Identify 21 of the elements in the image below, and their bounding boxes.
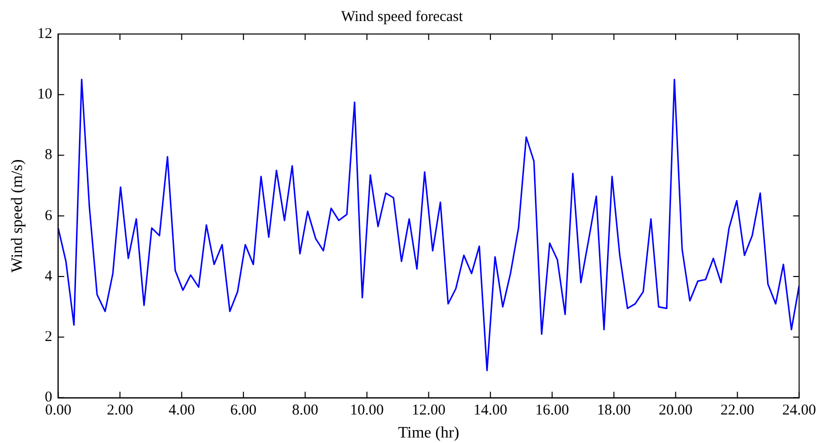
y-tick-label: 12 <box>37 26 52 42</box>
x-tick-label: 20.00 <box>658 402 693 419</box>
y-tick-label: 2 <box>44 329 52 346</box>
x-tick-label: 22.00 <box>720 402 754 419</box>
x-tick-label: 8.00 <box>292 402 318 419</box>
chart-title: Wind speed forecast <box>341 8 464 25</box>
x-tick-label: 16.00 <box>535 402 570 419</box>
x-tick-label: 6.00 <box>230 402 257 419</box>
y-tick-label: 8 <box>44 147 52 164</box>
y-tick-label: 6 <box>44 208 53 224</box>
x-tick-label: 14.00 <box>474 402 508 419</box>
y-tick-label: 4 <box>44 268 53 284</box>
x-tick-label: 2.00 <box>106 402 134 419</box>
x-tick-label: 12.00 <box>412 402 446 419</box>
y-axis-title: Wind speed (m/s) <box>8 159 26 272</box>
x-axis-title: Time (hr) <box>398 424 460 442</box>
x-tick-label: 10.00 <box>350 402 384 419</box>
x-tick-label: 24.00 <box>782 402 816 419</box>
x-tick-label: 4.00 <box>168 402 195 419</box>
y-tick-label: 10 <box>37 86 52 103</box>
x-tick-label: 18.00 <box>597 402 631 419</box>
